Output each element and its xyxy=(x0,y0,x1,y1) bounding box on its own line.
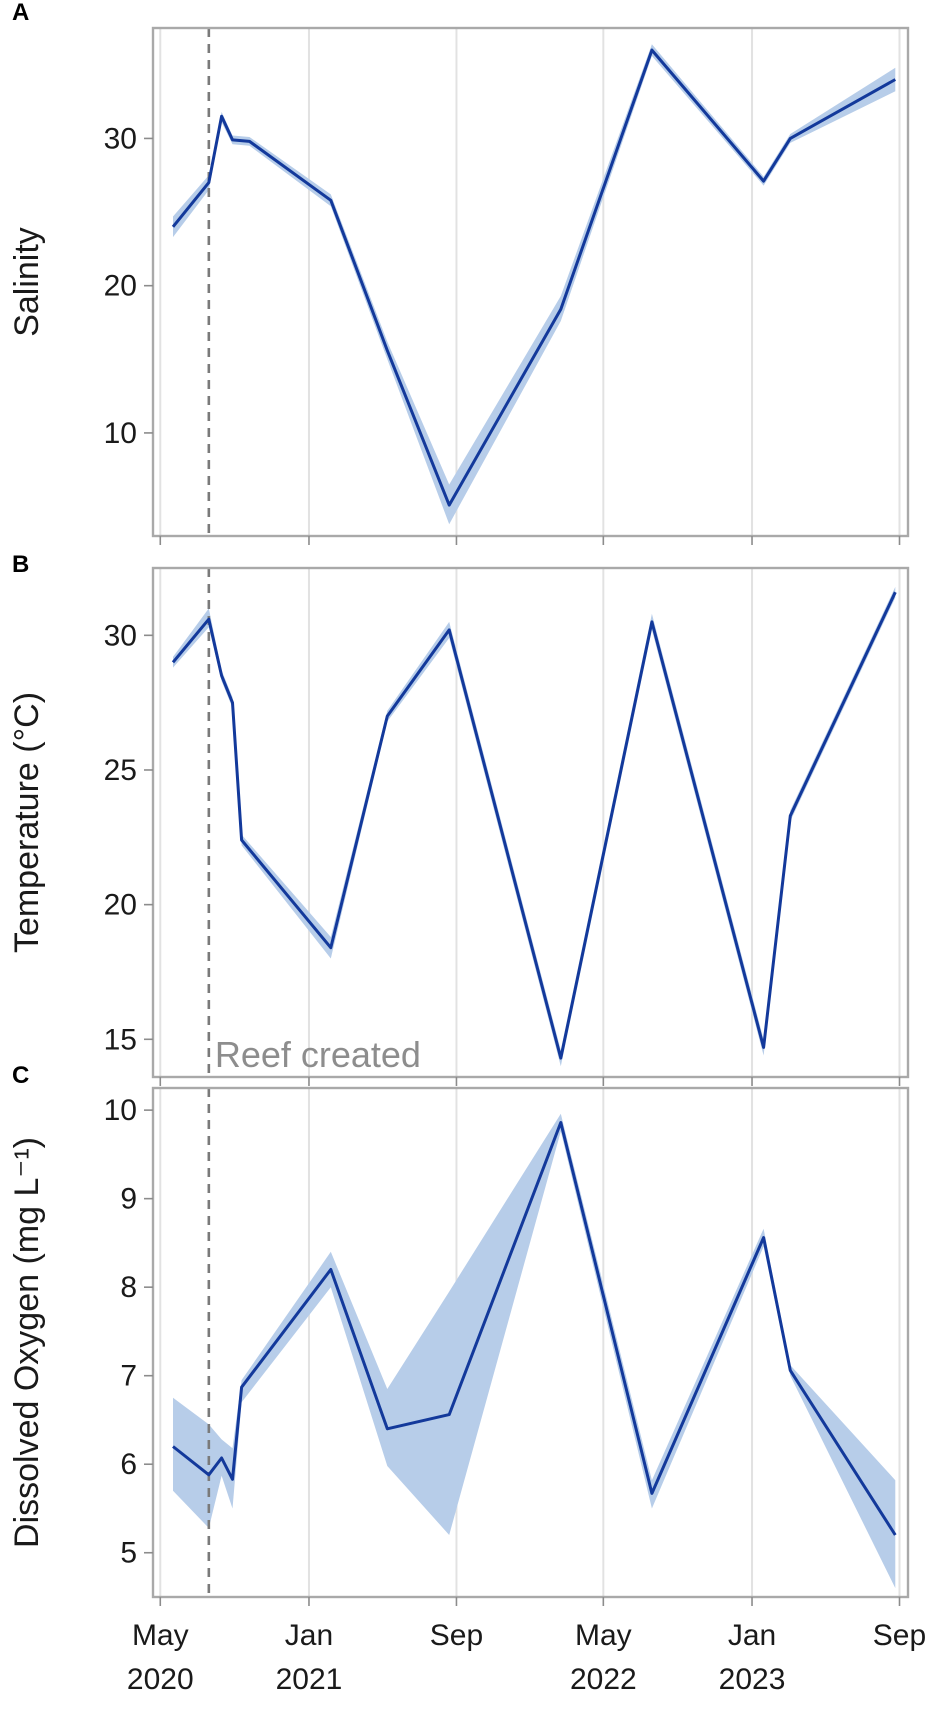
axis-frame xyxy=(151,566,910,1079)
data-point xyxy=(220,1456,224,1460)
x-tick-label-year: 2023 xyxy=(719,1663,786,1696)
y-tick-label: 10 xyxy=(104,1094,137,1127)
y-tick-label: 30 xyxy=(104,122,137,155)
y-tick-label: 30 xyxy=(104,619,137,652)
data-point xyxy=(329,1268,333,1272)
data-point xyxy=(240,838,244,842)
axis-frame xyxy=(151,26,910,538)
axis-frame xyxy=(151,1086,910,1599)
data-point xyxy=(893,1533,897,1537)
data-point xyxy=(220,114,224,118)
x-tick-label-month: Jan xyxy=(285,1619,333,1652)
panel-c: 5 6 7 8 9 10 Dissolved Oxygen (mg L⁻¹) C May 2020… xyxy=(8,1062,926,1696)
x-tick-label-month: Jan xyxy=(728,1619,776,1652)
data-point xyxy=(207,1473,211,1477)
data-point xyxy=(329,946,333,950)
y-tick-label: 9 xyxy=(120,1183,137,1216)
data-point xyxy=(231,138,235,142)
data-point xyxy=(240,1385,244,1389)
data-point xyxy=(650,48,654,52)
data-point xyxy=(385,1427,389,1431)
data-point xyxy=(559,1056,563,1060)
data-point xyxy=(788,136,792,140)
y-tick-label: 10 xyxy=(104,417,137,450)
x-tick-label-month: May xyxy=(575,1619,632,1652)
y-tick-label: 5 xyxy=(120,1537,137,1570)
data-point xyxy=(788,814,792,818)
x-tick-label-month: Sep xyxy=(430,1619,483,1652)
data-point xyxy=(559,307,563,311)
data-point xyxy=(231,701,235,705)
confidence-band xyxy=(173,586,896,1067)
data-point xyxy=(762,179,766,183)
x-tick-label-year: 2020 xyxy=(127,1663,194,1696)
data-point xyxy=(447,628,451,632)
panel-label: B xyxy=(12,551,29,578)
data-point xyxy=(207,617,211,621)
panel-b: 15 20 25 30 Temperature (°C) B Reef created xyxy=(8,551,910,1086)
x-tick-label-month: Sep xyxy=(873,1619,926,1652)
data-point xyxy=(559,1121,563,1125)
confidence-band xyxy=(173,1113,896,1589)
data-point xyxy=(762,1236,766,1240)
data-point xyxy=(171,1445,175,1449)
data-point xyxy=(385,714,389,718)
series-line xyxy=(172,1121,897,1536)
data-point xyxy=(788,1368,792,1372)
data-point xyxy=(893,590,897,594)
x-tick-label-year: 2021 xyxy=(276,1663,343,1696)
reef-created-annotation: Reef created xyxy=(215,1034,421,1075)
x-tick-label-year: 2022 xyxy=(570,1663,637,1696)
y-tick-label: 6 xyxy=(120,1448,137,1481)
data-point xyxy=(650,620,654,624)
y-tick-label: 20 xyxy=(104,889,137,922)
data-point xyxy=(447,503,451,507)
y-tick-label: 20 xyxy=(104,270,137,303)
data-point xyxy=(385,349,389,353)
data-point xyxy=(762,1045,766,1049)
data-point xyxy=(329,198,333,202)
y-axis-label: Salinity xyxy=(8,227,46,337)
x-tick-label-month: May xyxy=(132,1619,189,1652)
data-point xyxy=(207,181,211,185)
y-tick-label: 25 xyxy=(104,754,137,787)
data-point xyxy=(447,1413,451,1417)
data-point xyxy=(220,674,224,678)
confidence-band xyxy=(173,44,896,525)
y-axis-label: Temperature (°C) xyxy=(8,692,46,953)
panel-label: C xyxy=(12,1062,29,1089)
panel-a: 10 20 30 Salinity A xyxy=(8,0,910,545)
y-tick-label: 8 xyxy=(120,1271,137,1304)
y-tick-label: 15 xyxy=(104,1023,137,1056)
data-point xyxy=(171,660,175,664)
data-point xyxy=(893,78,897,82)
data-point xyxy=(231,1477,235,1481)
data-point xyxy=(248,139,252,143)
data-point xyxy=(650,1491,654,1495)
y-axis-label: Dissolved Oxygen (mg L⁻¹) xyxy=(8,1137,46,1548)
panel-label: A xyxy=(12,0,29,26)
series-line xyxy=(171,48,897,507)
data-point xyxy=(171,225,175,229)
series-line xyxy=(171,591,897,1060)
y-tick-label: 7 xyxy=(120,1360,137,1393)
